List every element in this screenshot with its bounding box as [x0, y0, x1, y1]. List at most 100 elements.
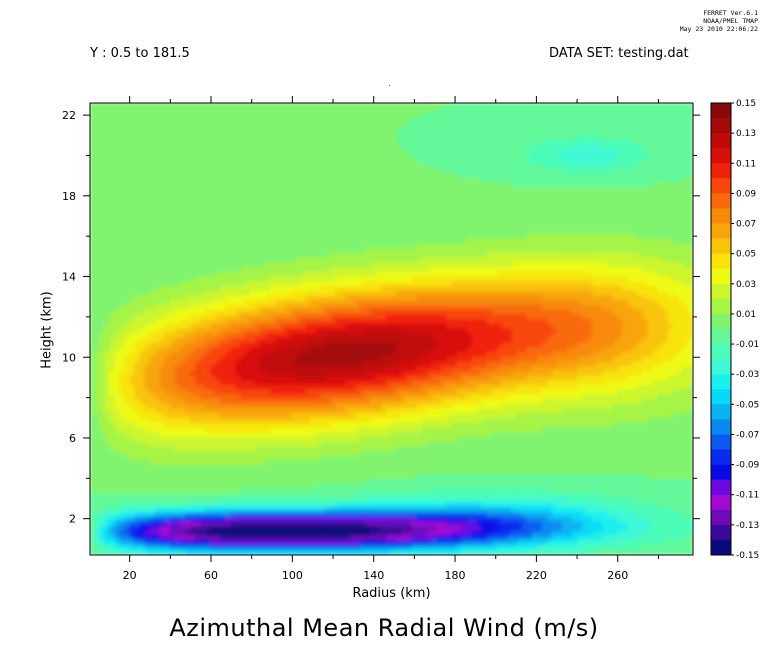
field-cell	[602, 126, 609, 132]
field-cell	[385, 196, 393, 203]
field-cell	[682, 248, 689, 255]
field-cell	[325, 159, 332, 165]
field-cell	[476, 253, 483, 260]
field-cell	[401, 234, 408, 241]
field-cell	[385, 257, 393, 264]
field-cell	[476, 168, 483, 175]
field-cell	[566, 272, 574, 278]
field-cell	[94, 262, 101, 269]
field-cell	[632, 210, 639, 217]
field-cell	[571, 107, 579, 114]
field-cell	[205, 149, 212, 156]
field-cell	[265, 276, 272, 283]
field-cell	[169, 191, 177, 198]
field-cell	[295, 121, 302, 128]
field-cell	[290, 191, 297, 198]
field-cell	[124, 267, 131, 274]
field-cell	[602, 281, 609, 288]
field-cell	[134, 201, 141, 208]
field-cell	[225, 295, 232, 302]
field-cell	[380, 234, 388, 241]
field-cell	[441, 239, 448, 245]
field-cell	[496, 290, 503, 297]
field-cell	[280, 243, 287, 250]
field-cell	[104, 290, 111, 297]
field-cell	[300, 177, 307, 184]
field-cell	[627, 281, 634, 288]
field-cell	[375, 257, 383, 264]
field-cell	[184, 196, 192, 203]
field-cell	[526, 126, 533, 132]
field-cell	[109, 116, 116, 123]
field-cell	[481, 201, 488, 208]
field-cell	[597, 196, 604, 203]
field-cell	[315, 201, 322, 208]
field-cell	[184, 281, 192, 288]
field-cell	[571, 220, 579, 227]
field-cell	[375, 276, 383, 283]
field-cell	[637, 126, 644, 132]
field-cell	[114, 168, 121, 175]
field-cell	[647, 201, 654, 208]
field-cell	[335, 210, 342, 217]
field-cell	[607, 224, 614, 231]
field-cell	[330, 196, 337, 203]
field-cell	[411, 126, 418, 132]
field-cell	[210, 239, 217, 245]
field-cell	[159, 220, 167, 227]
field-cell	[401, 126, 408, 132]
field-cell	[280, 130, 287, 137]
field-cell	[270, 154, 277, 161]
field-cell	[149, 163, 157, 170]
field-cell	[230, 295, 237, 302]
field-cell	[94, 243, 101, 250]
field-cell	[391, 272, 398, 278]
field-cell	[345, 196, 352, 203]
field-cell	[516, 229, 523, 236]
field-cell	[416, 173, 423, 180]
field-cell	[396, 215, 403, 222]
field-cell	[662, 253, 669, 260]
field-cell	[235, 234, 242, 241]
field-cell	[129, 103, 136, 109]
field-cell	[174, 107, 182, 114]
field-cell	[662, 111, 669, 118]
ferret-version: FERRET Ver.6.1	[703, 9, 758, 17]
field-cell	[169, 272, 177, 278]
field-cell	[521, 135, 528, 142]
field-cell	[109, 173, 116, 180]
field-cell	[240, 281, 247, 288]
field-cell	[551, 107, 559, 114]
field-cell	[190, 253, 197, 260]
field-cell	[119, 116, 126, 123]
field-cell	[190, 140, 197, 147]
field-cell	[305, 163, 312, 170]
field-cell	[225, 191, 232, 198]
field-cell	[431, 248, 438, 255]
field-cell	[672, 234, 679, 241]
field-cell	[360, 220, 368, 227]
field-cell	[501, 144, 508, 151]
field-cell	[622, 144, 629, 151]
field-cell	[340, 290, 347, 297]
field-cell	[637, 257, 644, 264]
field-cell	[401, 262, 408, 269]
field-cell	[350, 196, 358, 203]
field-cell	[275, 290, 282, 297]
field-cell	[179, 182, 187, 189]
field-cell	[340, 187, 347, 194]
field-cell	[179, 210, 187, 217]
field-cell	[370, 248, 378, 255]
field-cell	[501, 107, 508, 114]
field-cell	[225, 140, 232, 147]
field-cell	[501, 243, 508, 250]
field-cell	[617, 121, 624, 128]
field-cell	[506, 173, 513, 180]
field-cell	[576, 168, 584, 175]
field-cell	[391, 126, 398, 132]
field-cell	[220, 140, 227, 147]
field-cell	[476, 229, 483, 236]
field-cell	[426, 257, 433, 264]
field-cell	[220, 253, 227, 260]
field-cell	[159, 168, 167, 175]
